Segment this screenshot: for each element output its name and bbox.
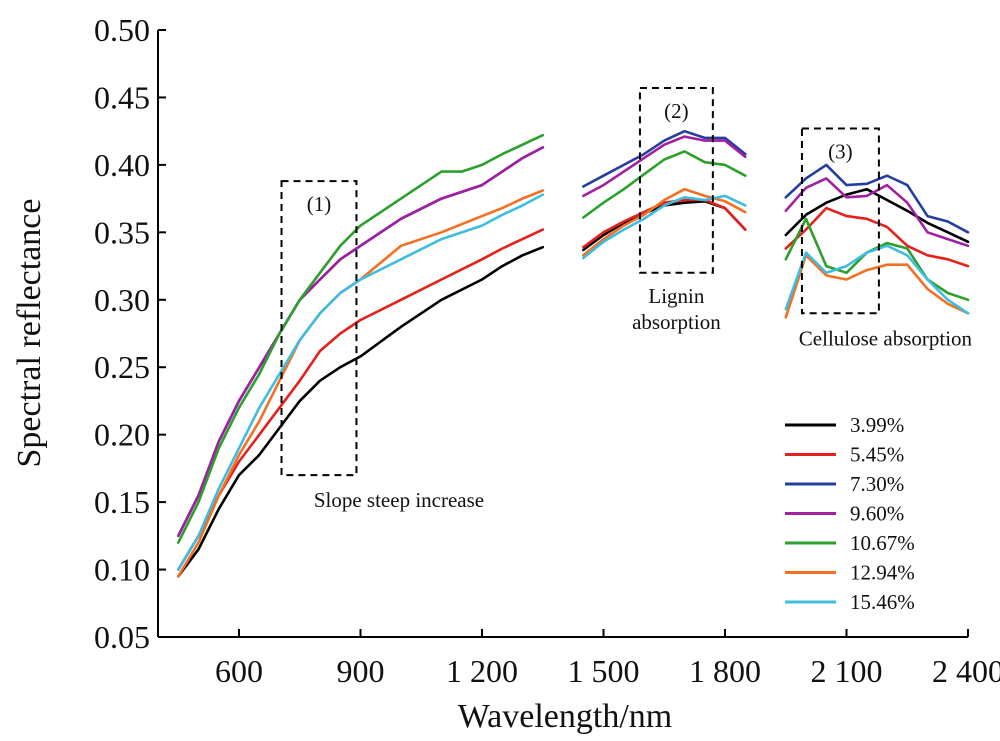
legend-item: 15.46%: [785, 590, 915, 614]
legend-item: 12.94%: [785, 561, 915, 585]
legend-label: 5.45%: [850, 443, 904, 467]
series-line: [177, 146, 545, 538]
y-tick-label: 0.20: [94, 417, 150, 453]
x-tick-label: 1 800: [689, 653, 761, 689]
legend-item: 5.45%: [785, 443, 904, 467]
annotation-label: Lignin: [648, 284, 704, 308]
y-tick-label: 0.10: [94, 552, 150, 588]
annotation-label: absorption: [632, 310, 721, 334]
y-tick-label: 0.45: [94, 79, 150, 115]
y-axis: 0.05 0.10 0.15 0.20 0.25 0.30 0.35 0.40 0.45 0.50: [94, 12, 166, 655]
x-tick-label: 900: [337, 653, 385, 689]
x-axis-title: Wavelength/nm: [458, 698, 672, 735]
annotation-box: [638, 87, 714, 274]
y-tick-label: 0.15: [94, 484, 150, 520]
series-line: [582, 200, 747, 252]
legend-label: 10.67%: [850, 531, 915, 555]
series-line: [784, 187, 970, 244]
series-15.46%: [177, 193, 970, 571]
series-line: [582, 150, 747, 219]
series-9.60%: [177, 135, 970, 538]
x-tick-label: 2 400: [932, 653, 1000, 689]
annotation-tag: (3): [828, 139, 853, 163]
series-line: [784, 244, 970, 315]
series-line: [582, 135, 747, 198]
y-axis-title: Spectral reflectance: [11, 199, 48, 468]
x-ticks: 600 900 1 200 1 500 1 800 2 100 2 400: [215, 629, 1000, 689]
annotation-tag: (2): [664, 99, 689, 123]
series-layer: [177, 129, 970, 578]
x-axis: 600 900 1 200 1 500 1 800 2 100 2 400: [158, 629, 1000, 689]
y-tick-label: 0.30: [94, 282, 150, 318]
series-line: [177, 189, 545, 578]
legend-label: 12.94%: [850, 561, 915, 585]
x-tick-label: 1 500: [568, 653, 640, 689]
series-line: [582, 198, 747, 249]
legend-item: 9.60%: [785, 502, 904, 526]
series-line: [582, 129, 747, 188]
annotation-box: [800, 127, 880, 315]
annotation-label: Slope steep increase: [314, 488, 484, 512]
series-line: [784, 206, 970, 268]
legend-item: 3.99%: [785, 413, 904, 437]
annotation-label: Cellulose absorption: [799, 326, 973, 350]
annotation-layer: (1) Slope steep increase (2) Ligninabsorpti…: [280, 87, 973, 512]
annotation-box: [280, 180, 358, 477]
series-line: [582, 187, 747, 257]
x-tick-label: 600: [215, 653, 263, 689]
series-line: [784, 163, 970, 234]
legend-item: 10.67%: [785, 531, 915, 555]
series-line: [582, 194, 747, 260]
series-line: [177, 193, 545, 571]
series-5.45%: [177, 198, 970, 571]
y-tick-label: 0.40: [94, 147, 150, 183]
annotation-box1: (1) Slope steep increase: [280, 180, 484, 512]
legend-label: 7.30%: [850, 472, 904, 496]
legend-label: 15.46%: [850, 590, 915, 614]
series-line: [177, 133, 545, 544]
series-line: [177, 245, 545, 578]
annotation-tag: (1): [307, 192, 332, 216]
legend-item: 7.30%: [785, 472, 904, 496]
y-tick-label: 0.25: [94, 349, 150, 385]
series-line: [784, 254, 970, 319]
legend-label: 3.99%: [850, 413, 904, 437]
series-line: [177, 228, 545, 571]
series-line: [784, 177, 970, 248]
series-line: [177, 146, 545, 538]
y-tick-label: 0.05: [94, 619, 150, 655]
y-tick-label: 0.50: [94, 12, 150, 48]
x-tick-label: 2 100: [811, 653, 883, 689]
y-ticks: 0.05 0.10 0.15 0.20 0.25 0.30 0.35 0.40 0.45 0.50: [94, 12, 166, 655]
legend: 3.99% 5.45% 7.30% 9.60% 10.67% 12.94% 15.46%: [785, 413, 915, 614]
x-tick-label: 1 200: [446, 653, 518, 689]
legend-label: 9.60%: [850, 502, 904, 526]
y-tick-label: 0.35: [94, 214, 150, 250]
annotation-box3: (3) Cellulose absorption: [799, 127, 973, 350]
